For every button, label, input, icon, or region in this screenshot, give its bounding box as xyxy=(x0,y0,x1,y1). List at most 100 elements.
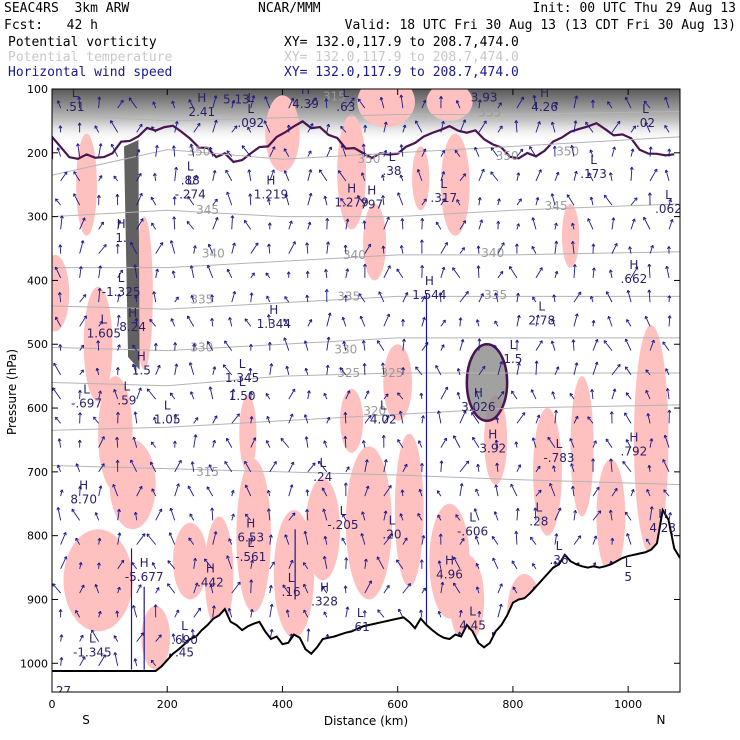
wind-vector xyxy=(415,366,423,376)
pv-extremum-value-10: .88 xyxy=(181,173,200,187)
wind-arrowhead xyxy=(266,416,268,420)
wind-vector xyxy=(136,584,142,594)
wind-arrowhead xyxy=(629,166,633,170)
wind-vector xyxy=(117,559,125,570)
wind-arrowhead xyxy=(326,123,330,127)
isentrope-325 xyxy=(52,372,680,387)
wind-arrowhead xyxy=(266,314,269,318)
pv-extremum-marker-53: H xyxy=(445,554,454,568)
pv-extremum-value-37: -.783 xyxy=(543,451,574,465)
pv-extremum-value-13: 1.279 xyxy=(334,196,368,210)
wind-arrowhead xyxy=(407,583,411,585)
wind-vector xyxy=(532,217,537,230)
wind-arrowhead xyxy=(226,191,228,196)
wind-arrowhead xyxy=(63,171,68,174)
wind-vector xyxy=(155,508,163,521)
wind-arrowhead xyxy=(614,487,618,491)
wind-vector xyxy=(626,319,632,327)
wind-vector xyxy=(98,390,102,400)
wind-arrowhead xyxy=(401,319,404,323)
wind-arrowhead xyxy=(381,174,383,178)
wind-vector xyxy=(532,296,537,303)
wind-arrowhead xyxy=(461,537,465,541)
wind-arrowhead xyxy=(83,315,87,318)
wind-vector xyxy=(136,218,144,230)
wind-vector xyxy=(187,485,195,497)
wind-arrowhead xyxy=(290,97,294,101)
x-tick-label-400: 400 xyxy=(272,698,293,711)
wind-vector xyxy=(136,173,142,182)
wind-arrowhead xyxy=(322,508,324,512)
wind-arrowhead xyxy=(626,290,629,294)
isentrope-label-2: 325 xyxy=(337,366,360,380)
pv-shading-31 xyxy=(426,89,473,121)
wind-vector xyxy=(231,513,235,521)
isentrope-label-9: 340 xyxy=(202,247,225,261)
wind-arrowhead xyxy=(76,143,79,147)
wind-vector xyxy=(421,317,426,327)
wind-vector xyxy=(453,582,461,594)
wind-arrowhead xyxy=(133,511,136,516)
wind-vector xyxy=(76,463,81,473)
wind-vector xyxy=(193,343,195,351)
wind-vector xyxy=(211,507,214,521)
pv-extremum-marker-55: L xyxy=(357,606,364,620)
wind-vector xyxy=(476,319,480,327)
north-label: N xyxy=(657,713,666,727)
wind-arrowhead xyxy=(539,340,543,343)
wind-arrowhead xyxy=(608,172,611,176)
wind-arrowhead xyxy=(419,392,422,397)
wind-arrowhead xyxy=(552,294,555,298)
wind-vector xyxy=(440,582,444,594)
wind-arrowhead xyxy=(571,339,574,343)
wind-vector xyxy=(649,506,653,521)
wind-arrowhead xyxy=(117,344,120,347)
wind-arrowhead xyxy=(345,218,349,222)
wind-vector xyxy=(134,658,138,666)
wind-vector xyxy=(250,537,253,545)
wind-arrowhead xyxy=(590,389,593,393)
wind-vector xyxy=(456,100,461,109)
wind-vector xyxy=(73,193,81,206)
init-time: Init: 00 UTC Thu 29 Aug 13 xyxy=(532,1,737,16)
wind-arrowhead xyxy=(630,148,634,152)
wind-vector xyxy=(459,291,469,303)
pv-shading-1 xyxy=(76,133,97,236)
wind-vector xyxy=(325,269,328,278)
pv-shading-23 xyxy=(363,203,387,281)
wind-vector xyxy=(280,438,290,448)
wind-arrowhead xyxy=(458,609,462,613)
wind-vector xyxy=(666,266,670,278)
wind-vector xyxy=(421,295,426,303)
wind-arrowhead xyxy=(97,96,100,100)
wind-arrowhead xyxy=(365,390,369,393)
wind-arrowhead xyxy=(132,436,135,441)
wind-vector xyxy=(342,317,347,327)
wind-arrowhead xyxy=(56,147,59,151)
wind-arrowhead xyxy=(531,437,534,441)
wind-vector xyxy=(283,337,290,351)
pv-extremum-marker-20: H xyxy=(117,217,126,231)
wind-arrowhead xyxy=(152,416,155,421)
wind-vector xyxy=(59,244,62,254)
pv-extremum-value-42: .20 xyxy=(382,527,401,541)
wind-vector xyxy=(250,272,255,279)
wind-arrowhead xyxy=(537,465,541,468)
wind-arrowhead xyxy=(536,414,540,418)
wind-vector xyxy=(515,531,518,545)
wind-vector xyxy=(153,416,157,424)
wind-vector xyxy=(493,344,499,351)
wind-vector xyxy=(307,319,312,327)
wind-arrowhead xyxy=(169,240,172,244)
wind-vector xyxy=(306,489,309,497)
pv-extremum-value-1: 2.41 xyxy=(188,105,215,119)
wind-vector xyxy=(630,148,634,157)
wind-vector xyxy=(135,512,138,521)
wind-arrowhead xyxy=(98,485,102,489)
wind-arrowhead xyxy=(139,123,143,126)
field-name-pv: Potential vorticity xyxy=(8,35,157,50)
wind-arrowhead xyxy=(480,293,484,296)
wind-vector xyxy=(98,143,102,157)
wind-arrowhead xyxy=(609,411,613,415)
wind-vector xyxy=(229,317,233,327)
